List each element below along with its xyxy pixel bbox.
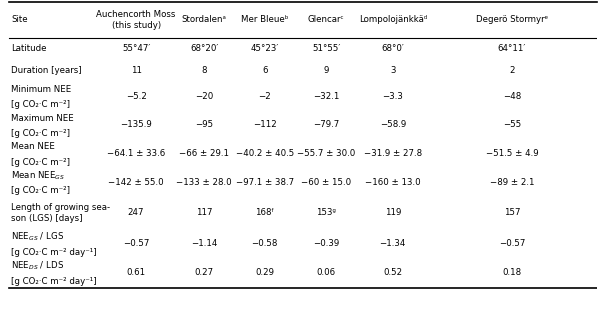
Text: 45°23′: 45°23′ bbox=[251, 44, 279, 53]
Text: 153ᵍ: 153ᵍ bbox=[316, 209, 336, 218]
Text: NEE$_{GS}$ / LGS: NEE$_{GS}$ / LGS bbox=[11, 231, 65, 243]
Text: 0.06: 0.06 bbox=[317, 269, 336, 277]
Text: 0.52: 0.52 bbox=[383, 269, 402, 277]
Text: −0.57: −0.57 bbox=[499, 239, 525, 248]
Text: 51°55′: 51°55′ bbox=[312, 44, 340, 53]
Text: [g CO₂·C m⁻²]: [g CO₂·C m⁻²] bbox=[11, 186, 71, 196]
Text: [g CO₂·C m⁻² day⁻¹]: [g CO₂·C m⁻² day⁻¹] bbox=[11, 248, 97, 257]
Text: −55: −55 bbox=[503, 120, 521, 129]
Text: Duration [years]: Duration [years] bbox=[11, 66, 82, 75]
Text: [g CO₂·C m⁻²]: [g CO₂·C m⁻²] bbox=[11, 129, 71, 138]
Text: Latitude: Latitude bbox=[11, 44, 47, 53]
Text: Length of growing sea-
son (LGS) [days]: Length of growing sea- son (LGS) [days] bbox=[11, 203, 111, 223]
Text: 64°11′: 64°11′ bbox=[498, 44, 526, 53]
Text: Mean NEE$_{GS}$: Mean NEE$_{GS}$ bbox=[11, 169, 65, 182]
Text: [g CO₂·C m⁻² day⁻¹]: [g CO₂·C m⁻² day⁻¹] bbox=[11, 277, 97, 286]
Text: 3: 3 bbox=[390, 66, 395, 75]
Text: −2: −2 bbox=[258, 91, 271, 100]
Text: 0.61: 0.61 bbox=[127, 269, 146, 277]
Text: −58.9: −58.9 bbox=[380, 120, 406, 129]
Text: 168ᶠ: 168ᶠ bbox=[255, 209, 274, 218]
Text: Mer Bleueᵇ: Mer Bleueᵇ bbox=[241, 15, 288, 24]
Text: −135.9: −135.9 bbox=[120, 120, 152, 129]
Text: 8: 8 bbox=[202, 66, 207, 75]
Text: −60 ± 15.0: −60 ± 15.0 bbox=[301, 178, 351, 187]
Text: −89 ± 2.1: −89 ± 2.1 bbox=[490, 178, 534, 187]
Text: Stordalenᵃ: Stordalenᵃ bbox=[182, 15, 227, 24]
Text: 0.29: 0.29 bbox=[255, 269, 274, 277]
Text: −64.1 ± 33.6: −64.1 ± 33.6 bbox=[107, 149, 165, 158]
Text: 55°47′: 55°47′ bbox=[122, 44, 150, 53]
Text: 6: 6 bbox=[262, 66, 267, 75]
Text: −0.39: −0.39 bbox=[313, 239, 339, 248]
Text: −1.34: −1.34 bbox=[380, 239, 406, 248]
Text: 9: 9 bbox=[324, 66, 329, 75]
Text: Minimum NEE: Minimum NEE bbox=[11, 85, 72, 94]
Text: 119: 119 bbox=[385, 209, 401, 218]
Text: −31.9 ± 27.8: −31.9 ± 27.8 bbox=[364, 149, 422, 158]
Text: 157: 157 bbox=[504, 209, 520, 218]
Text: 2: 2 bbox=[509, 66, 515, 75]
Text: 68°20′: 68°20′ bbox=[190, 44, 218, 53]
Text: −40.2 ± 40.5: −40.2 ± 40.5 bbox=[236, 149, 294, 158]
Text: −5.2: −5.2 bbox=[126, 91, 147, 100]
Text: −1.14: −1.14 bbox=[191, 239, 217, 248]
Text: 117: 117 bbox=[196, 209, 212, 218]
Text: −95: −95 bbox=[195, 120, 213, 129]
Text: 247: 247 bbox=[128, 209, 144, 218]
Text: −142 ± 55.0: −142 ± 55.0 bbox=[108, 178, 164, 187]
Text: −112: −112 bbox=[253, 120, 277, 129]
Text: Site: Site bbox=[11, 15, 28, 24]
Text: Degerö Stormyrᵉ: Degerö Stormyrᵉ bbox=[476, 15, 548, 24]
Text: 11: 11 bbox=[130, 66, 142, 75]
Text: −66 ± 29.1: −66 ± 29.1 bbox=[179, 149, 229, 158]
Text: −0.58: −0.58 bbox=[252, 239, 278, 248]
Text: −32.1: −32.1 bbox=[313, 91, 340, 100]
Text: −20: −20 bbox=[195, 91, 213, 100]
Text: Maximum NEE: Maximum NEE bbox=[11, 114, 74, 123]
Text: −0.57: −0.57 bbox=[123, 239, 150, 248]
Text: 68°0′: 68°0′ bbox=[382, 44, 404, 53]
Text: −160 ± 13.0: −160 ± 13.0 bbox=[365, 178, 420, 187]
Text: [g CO₂·C m⁻²]: [g CO₂·C m⁻²] bbox=[11, 158, 71, 167]
Text: NEE$_{DS}$ / LDS: NEE$_{DS}$ / LDS bbox=[11, 260, 65, 272]
Text: 0.18: 0.18 bbox=[502, 269, 521, 277]
Text: −51.5 ± 4.9: −51.5 ± 4.9 bbox=[486, 149, 538, 158]
Text: 0.27: 0.27 bbox=[194, 269, 213, 277]
Text: −48: −48 bbox=[503, 91, 521, 100]
Text: [g CO₂·C m⁻²]: [g CO₂·C m⁻²] bbox=[11, 100, 71, 109]
Text: Lompolojänkkäᵈ: Lompolojänkkäᵈ bbox=[359, 15, 427, 24]
Text: −55.7 ± 30.0: −55.7 ± 30.0 bbox=[297, 149, 355, 158]
Text: Glencarᶜ: Glencarᶜ bbox=[308, 15, 344, 24]
Text: −79.7: −79.7 bbox=[313, 120, 339, 129]
Text: Auchencorth Moss
(this study): Auchencorth Moss (this study) bbox=[96, 10, 176, 30]
Text: −133 ± 28.0: −133 ± 28.0 bbox=[176, 178, 232, 187]
Text: Mean NEE: Mean NEE bbox=[11, 142, 55, 151]
Text: −97.1 ± 38.7: −97.1 ± 38.7 bbox=[236, 178, 294, 187]
Text: −3.3: −3.3 bbox=[382, 91, 403, 100]
